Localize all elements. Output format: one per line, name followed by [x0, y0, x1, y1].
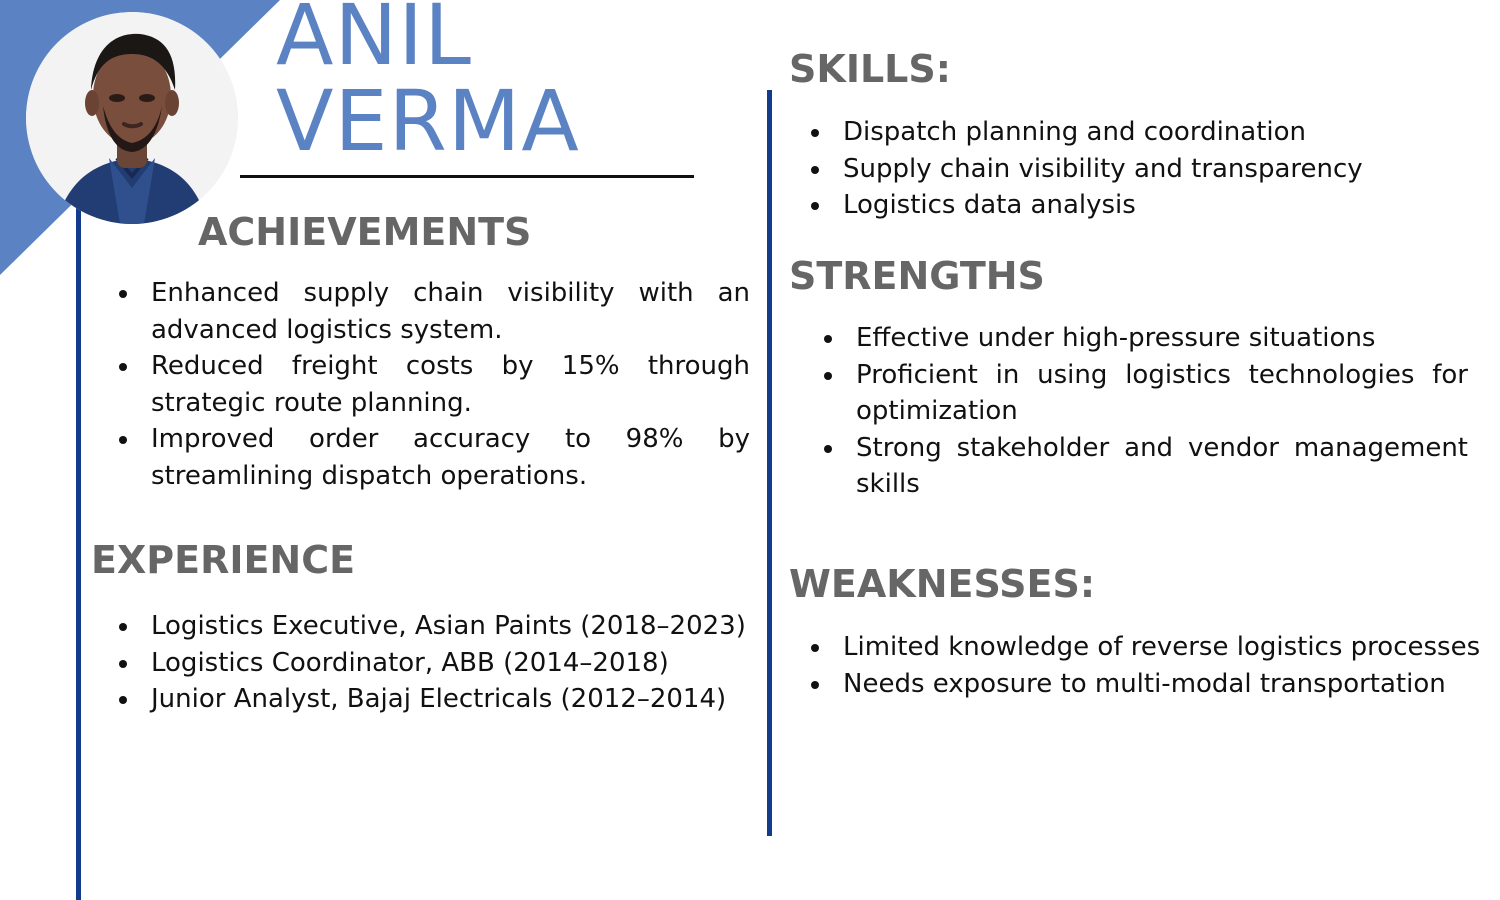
name-underline [240, 175, 694, 178]
experience-heading: EXPERIENCE [91, 538, 356, 582]
skill-item: Supply chain visibility and transparency [811, 151, 1443, 188]
weaknesses-list: Limited knowledge of reverse logistics p… [811, 629, 1481, 703]
skill-item: Logistics data analysis [811, 187, 1443, 224]
skills-heading: SKILLS: [789, 47, 951, 91]
left-vertical-rule [76, 200, 81, 900]
weakness-item: Needs exposure to multi-modal transporta… [811, 666, 1481, 703]
profile-photo-illustration [26, 12, 238, 224]
skills-list: Dispatch planning and coordination Suppl… [811, 114, 1443, 224]
experience-item: Junior Analyst, Bajaj Electricals (2012–… [119, 681, 750, 718]
weaknesses-heading: WEAKNESSES: [789, 562, 1096, 606]
profile-photo [26, 12, 238, 224]
strengths-list: Effective under high-pressure situations… [824, 320, 1468, 503]
experience-item: Logistics Coordinator, ABB (2014–2018) [119, 645, 750, 682]
achievement-item: Enhanced supply chain visibility with an… [119, 275, 750, 348]
candidate-name: ANIL VERMA [276, 0, 580, 164]
center-vertical-rule [767, 90, 772, 836]
achievement-item: Reduced freight costs by 15% through str… [119, 348, 750, 421]
achievement-item: Improved order accuracy to 98% by stream… [119, 421, 750, 494]
skill-item: Dispatch planning and coordination [811, 114, 1443, 151]
strengths-heading: STRENGTHS [789, 254, 1045, 298]
experience-item: Logistics Executive, Asian Paints (2018–… [119, 608, 750, 645]
strength-item: Proficient in using logistics technologi… [824, 357, 1468, 430]
strength-item: Effective under high-pressure situations [824, 320, 1468, 357]
achievements-list: Enhanced supply chain visibility with an… [119, 275, 750, 494]
first-name: ANIL [276, 0, 472, 84]
last-name: VERMA [276, 72, 580, 170]
weakness-item: Limited knowledge of reverse logistics p… [811, 629, 1481, 666]
achievements-heading: ACHIEVEMENTS [198, 210, 532, 254]
strength-item: Strong stakeholder and vendor management… [824, 430, 1468, 503]
experience-list: Logistics Executive, Asian Paints (2018–… [119, 608, 750, 718]
